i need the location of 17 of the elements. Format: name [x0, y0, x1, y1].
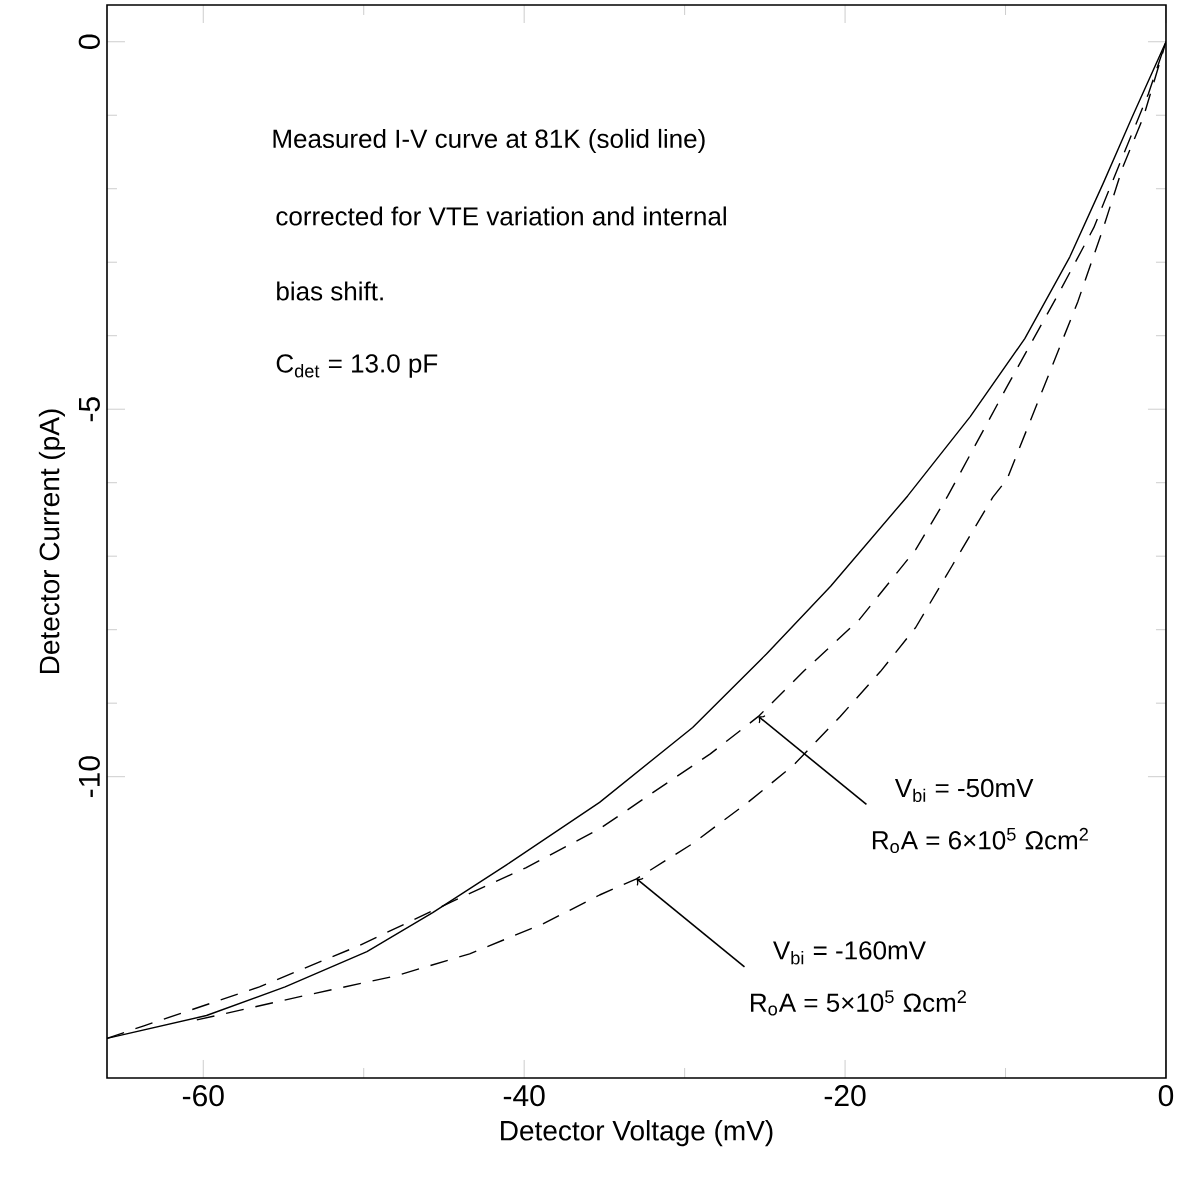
annotation: bias shift.	[277, 281, 383, 301]
x-tick-label: -20	[824, 1085, 866, 1107]
y-tick-label: -10	[78, 756, 100, 798]
annotation: R$_{o}$A = 5×10$^{5}$ Ωcm$^{2}$	[751, 990, 966, 1016]
x-tick-label: 0	[1158, 1085, 1174, 1107]
annotation: V$_{bi}$ = -160mV	[773, 941, 926, 965]
y-axis-title: Detector Current (pA)	[38, 409, 65, 674]
annotation: V$_{bi}$ = -50mV	[894, 778, 1034, 803]
y-tick-label: 0	[78, 34, 100, 49]
x-axis-title: Detector Voltage (mV)	[501, 1120, 773, 1147]
annotation: Measured I-V curve at 81K (solid line)	[273, 128, 705, 154]
annotation: C$_{det}$ = 13.0 pF	[276, 354, 438, 378]
annotation: corrected for VTE variation and internal	[276, 206, 726, 226]
x-tick-label: -40	[503, 1085, 545, 1107]
y-tick-label: -5	[79, 397, 100, 422]
x-tick-label: -60	[182, 1085, 224, 1107]
annotation: R$_{o}$A = 6×10$^{5}$ Ωcm$^{2}$	[872, 827, 1088, 854]
